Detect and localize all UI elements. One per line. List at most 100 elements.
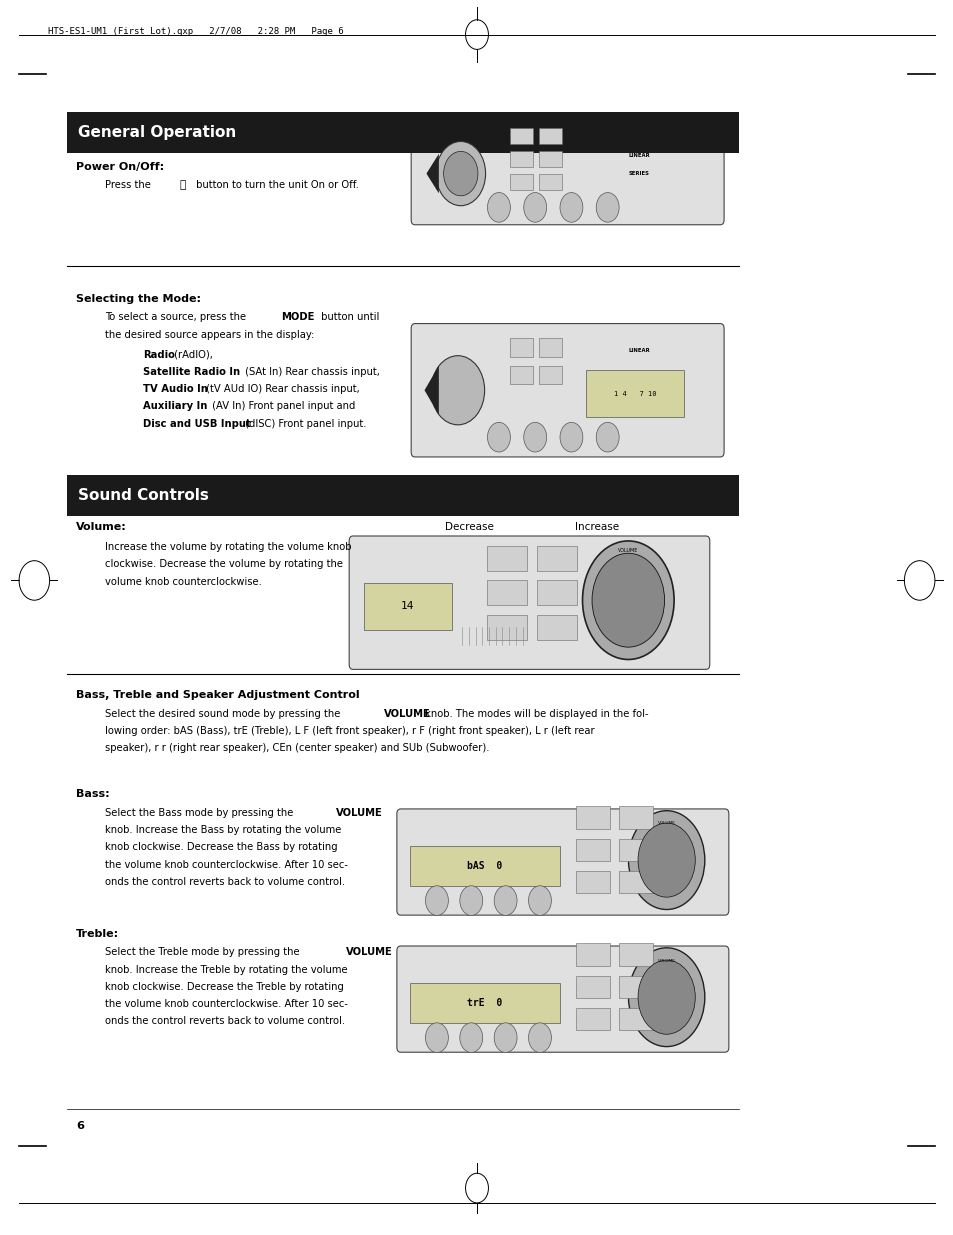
FancyBboxPatch shape — [576, 871, 610, 893]
Text: SERIES: SERIES — [628, 373, 649, 378]
FancyBboxPatch shape — [537, 615, 577, 640]
FancyBboxPatch shape — [538, 338, 561, 357]
FancyBboxPatch shape — [576, 1008, 610, 1030]
FancyBboxPatch shape — [576, 944, 610, 966]
FancyBboxPatch shape — [576, 839, 610, 861]
Circle shape — [628, 810, 704, 909]
Text: onds the control reverts back to volume control.: onds the control reverts back to volume … — [105, 877, 345, 887]
Circle shape — [494, 1023, 517, 1052]
Text: lowing order: bAS (Bass), trE (Treble), L F (left front speaker), r F (right fro: lowing order: bAS (Bass), trE (Treble), … — [105, 726, 594, 736]
Text: 6: 6 — [76, 1121, 84, 1131]
Text: LINEAR: LINEAR — [628, 348, 650, 353]
Text: Power On/Off:: Power On/Off: — [76, 162, 164, 172]
FancyBboxPatch shape — [487, 615, 527, 640]
FancyBboxPatch shape — [510, 151, 533, 167]
FancyBboxPatch shape — [618, 944, 653, 966]
Circle shape — [459, 885, 482, 915]
Text: onds the control reverts back to volume control.: onds the control reverts back to volume … — [105, 1016, 345, 1026]
FancyBboxPatch shape — [487, 546, 527, 571]
Text: knob. The modes will be displayed in the fol-: knob. The modes will be displayed in the… — [421, 709, 648, 719]
FancyBboxPatch shape — [510, 174, 533, 190]
Text: VOLUME: VOLUME — [346, 947, 393, 957]
Text: 1 4   7 10: 1 4 7 10 — [613, 391, 656, 396]
Text: Decrease: Decrease — [444, 522, 494, 532]
Text: Select the desired sound mode by pressing the: Select the desired sound mode by pressin… — [105, 709, 343, 719]
FancyBboxPatch shape — [510, 366, 533, 384]
Circle shape — [523, 193, 546, 222]
Text: TV Audio In: TV Audio In — [143, 384, 208, 394]
Circle shape — [431, 356, 484, 425]
Text: volume knob counterclockwise.: volume knob counterclockwise. — [105, 577, 261, 587]
Circle shape — [528, 885, 551, 915]
Text: ⏻: ⏻ — [179, 180, 186, 190]
Text: Volume:: Volume: — [76, 522, 127, 532]
FancyBboxPatch shape — [396, 946, 728, 1052]
Circle shape — [523, 422, 546, 452]
FancyBboxPatch shape — [537, 580, 577, 605]
Text: Selecting the Mode:: Selecting the Mode: — [76, 294, 201, 304]
Text: (tV AUd IO) Rear chassis input,: (tV AUd IO) Rear chassis input, — [203, 384, 360, 394]
Text: MODE: MODE — [281, 312, 314, 322]
FancyBboxPatch shape — [585, 370, 683, 417]
FancyBboxPatch shape — [537, 546, 577, 571]
FancyBboxPatch shape — [510, 338, 533, 357]
Circle shape — [596, 422, 618, 452]
Text: Treble:: Treble: — [76, 929, 119, 939]
Circle shape — [425, 1023, 448, 1052]
Circle shape — [494, 885, 517, 915]
FancyBboxPatch shape — [618, 839, 653, 861]
Text: Sound Controls: Sound Controls — [78, 488, 209, 503]
Text: (rAdIO),: (rAdIO), — [171, 350, 213, 359]
FancyBboxPatch shape — [538, 366, 561, 384]
Text: LINEAR: LINEAR — [628, 153, 650, 158]
Circle shape — [582, 541, 674, 659]
FancyBboxPatch shape — [363, 583, 452, 630]
FancyBboxPatch shape — [538, 127, 561, 143]
Text: knob clockwise. Decrease the Treble by rotating: knob clockwise. Decrease the Treble by r… — [105, 982, 343, 992]
Text: the volume knob counterclockwise. After 10 sec-: the volume knob counterclockwise. After … — [105, 999, 348, 1009]
Circle shape — [528, 1023, 551, 1052]
FancyBboxPatch shape — [487, 580, 527, 605]
FancyBboxPatch shape — [618, 806, 653, 829]
Circle shape — [638, 823, 695, 897]
Text: the desired source appears in the display:: the desired source appears in the displa… — [105, 330, 314, 340]
Text: the volume knob counterclockwise. After 10 sec-: the volume knob counterclockwise. After … — [105, 860, 348, 869]
Circle shape — [443, 152, 477, 196]
Text: knob. Increase the Treble by rotating the volume: knob. Increase the Treble by rotating th… — [105, 965, 347, 974]
Text: (AV In) Front panel input and: (AV In) Front panel input and — [209, 401, 355, 411]
Circle shape — [559, 193, 582, 222]
Text: bAS  0: bAS 0 — [467, 861, 502, 871]
FancyBboxPatch shape — [396, 809, 728, 915]
Text: VOLUME: VOLUME — [618, 548, 638, 553]
FancyBboxPatch shape — [67, 475, 739, 516]
Polygon shape — [424, 366, 438, 415]
Text: VOLUME: VOLUME — [383, 709, 430, 719]
Circle shape — [638, 960, 695, 1034]
Text: (SAt In) Rear chassis input,: (SAt In) Rear chassis input, — [242, 367, 379, 377]
FancyBboxPatch shape — [410, 983, 559, 1023]
Text: Increase the volume by rotating the volume knob: Increase the volume by rotating the volu… — [105, 542, 351, 552]
Text: To select a source, press the: To select a source, press the — [105, 312, 249, 322]
FancyBboxPatch shape — [538, 151, 561, 167]
Circle shape — [487, 193, 510, 222]
Text: General Operation: General Operation — [78, 125, 236, 140]
Text: VOLUME: VOLUME — [657, 821, 675, 825]
Text: Radio: Radio — [143, 350, 174, 359]
FancyBboxPatch shape — [411, 324, 723, 457]
FancyBboxPatch shape — [510, 127, 533, 143]
Circle shape — [592, 553, 664, 647]
Text: Satellite Radio In: Satellite Radio In — [143, 367, 240, 377]
Circle shape — [628, 947, 704, 1046]
FancyBboxPatch shape — [576, 976, 610, 998]
Polygon shape — [426, 154, 438, 194]
Text: speaker), r r (right rear speaker), CEn (center speaker) and SUb (Subwoofer).: speaker), r r (right rear speaker), CEn … — [105, 743, 489, 753]
Text: Press the: Press the — [105, 180, 153, 190]
Circle shape — [487, 422, 510, 452]
Text: trE  0: trE 0 — [467, 998, 502, 1008]
Text: button until: button until — [317, 312, 378, 322]
Circle shape — [425, 885, 448, 915]
FancyBboxPatch shape — [538, 174, 561, 190]
FancyBboxPatch shape — [67, 112, 739, 153]
Text: Select the Bass mode by pressing the: Select the Bass mode by pressing the — [105, 808, 296, 818]
Circle shape — [436, 142, 485, 206]
